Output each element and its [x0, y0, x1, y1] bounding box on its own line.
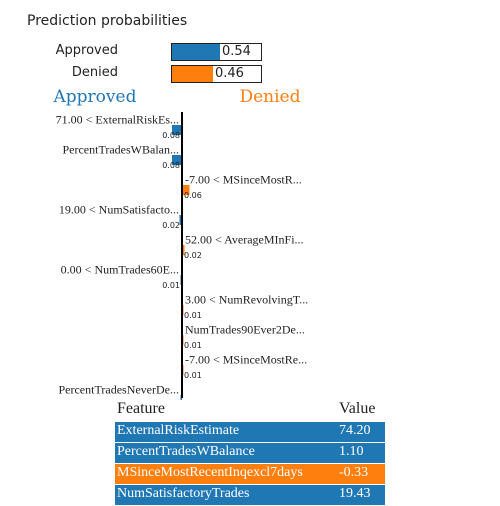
table-row: PercentTradesWBalance 1.10 [115, 443, 385, 463]
bar-label-3: 19.00 < NumSatisfacto... [59, 203, 179, 217]
bar-0 [172, 125, 182, 135]
bar-1 [172, 155, 182, 165]
bar-label-7: NumTrades90Ever2De... [185, 323, 305, 337]
bar-label-0: 71.00 < ExternalRiskEs... [56, 113, 179, 127]
bar-label-5: 0.00 < NumTrades60E... [61, 263, 179, 277]
prob-value-approved: 0.54 [222, 44, 251, 59]
bar-label-9: PercentTradesNeverDe... [58, 383, 179, 397]
table-cell-value: -0.33 [339, 465, 369, 480]
table-cell-feature: NumSatisfactoryTrades [117, 486, 250, 501]
bar-value-2: 0.06 [184, 191, 202, 200]
bar-label-2: -7.00 < MSinceMostR... [185, 173, 302, 187]
bar-value-1: 0.08 [162, 161, 180, 170]
feature-value-table: Feature Value ExternalRiskEstimate 74.20 P… [115, 400, 385, 506]
table-body: ExternalRiskEstimate 74.20 PercentTradesWB… [115, 422, 385, 505]
prob-row-denied: Denied 0.46 [40, 65, 262, 83]
bar-label-1: PercentTradesWBalan... [62, 143, 179, 157]
class-heading-denied: Denied [239, 87, 300, 107]
table-header-value: Value [339, 400, 376, 417]
bar-value-0: 0.08 [162, 131, 180, 140]
bar-label-4: 52.00 < AverageMInFi... [185, 233, 304, 247]
bar-value-3: 0.02 [162, 221, 180, 230]
bar-value-7: 0.01 [184, 341, 202, 350]
prob-bar-denied: 0.46 [171, 65, 262, 83]
prediction-probabilities-title: Prediction probabilities [27, 13, 188, 29]
bar-label-8: -7.00 < MSinceMostRe... [185, 353, 307, 367]
bar-value-6: 0.01 [184, 311, 202, 320]
table-header: Feature Value [115, 400, 385, 422]
prob-fill-approved [172, 44, 220, 60]
bar-value-4: 0.02 [184, 251, 202, 260]
table-cell-feature: MSinceMostRecentInqexcl7days [117, 465, 303, 480]
bar-4 [182, 245, 185, 255]
bar-2 [182, 185, 190, 195]
table-cell-value: 74.20 [339, 423, 371, 438]
table-cell-value: 1.10 [339, 444, 364, 459]
class-heading-approved: Approved [53, 87, 137, 107]
table-cell-feature: ExternalRiskEstimate [117, 423, 240, 438]
prob-value-denied: 0.46 [215, 66, 244, 81]
prob-fill-denied [172, 66, 213, 82]
bar-3 [179, 215, 182, 225]
table-row: NumSatisfactoryTrades 19.43 [115, 485, 385, 505]
bar-value-5: 0.01 [162, 281, 180, 290]
bar-value-8: 0.01 [184, 371, 202, 380]
explanation-chart: Approved Denied 71.00 < ExternalRiskEs... 0… [53, 87, 308, 400]
prob-bar-approved: 0.54 [171, 43, 262, 61]
table-cell-value: 19.43 [339, 486, 371, 501]
prob-label-denied: Denied [71, 65, 118, 80]
table-row: MSinceMostRecentInqexcl7days -0.33 [115, 464, 385, 484]
table-header-feature: Feature [117, 400, 165, 417]
table-row: ExternalRiskEstimate 74.20 [115, 422, 385, 442]
prob-label-approved: Approved [55, 43, 118, 58]
prob-row-approved: Approved 0.54 [40, 43, 262, 61]
table-cell-feature: PercentTradesWBalance [117, 444, 255, 459]
bar-label-6: 3.00 < NumRevolvingT... [185, 293, 308, 307]
